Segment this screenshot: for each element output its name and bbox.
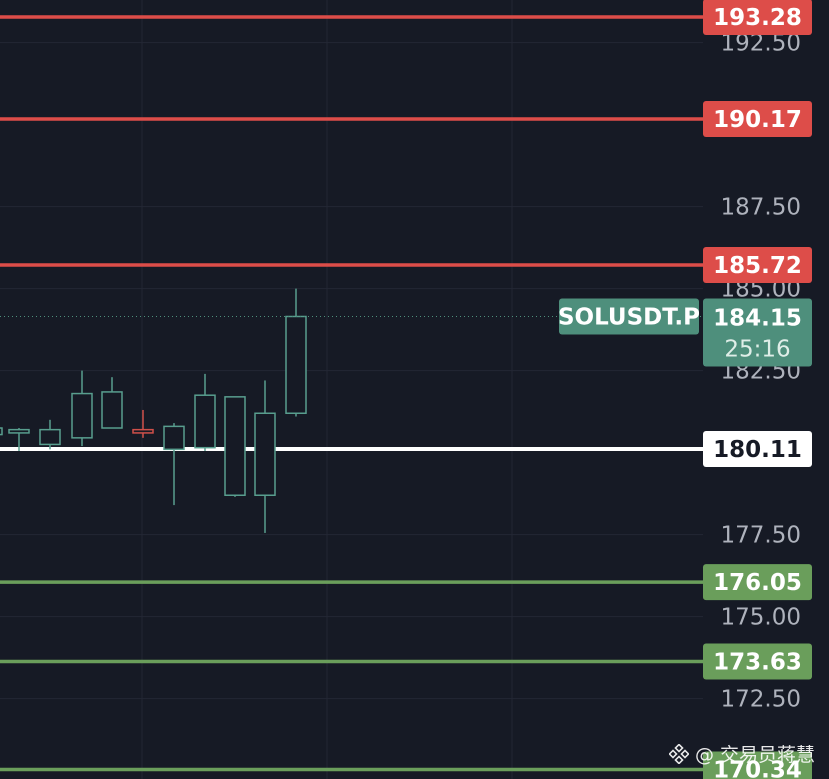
last-price-group: SOLUSDT.P 184.15 25:16 <box>0 298 812 367</box>
level-tag-support <box>703 564 812 601</box>
candle-body <box>132 428 154 434</box>
candle-body <box>254 412 276 496</box>
level-tag-resistance <box>703 246 812 283</box>
binance-logo-icon <box>668 743 689 764</box>
candle-bearish <box>132 409 154 438</box>
countdown-label: 25:16 <box>724 336 790 362</box>
candle-body <box>0 427 3 436</box>
level-tags: 193.28 190.17 185.72 180.11 176.05 173.63 170.… <box>703 0 812 779</box>
candle-bullish <box>39 419 61 450</box>
symbol-tag-label: SOLUSDT.P <box>558 304 700 330</box>
last-price-label: 184.15 <box>713 305 802 331</box>
candle-bullish <box>163 423 185 506</box>
level-tag-label: 176.05 <box>713 570 802 596</box>
level-tag-resistance <box>703 0 812 36</box>
level-tag-label: 190.17 <box>713 107 802 133</box>
level-tag-label: 173.63 <box>713 650 802 676</box>
level-tag-label: 185.72 <box>713 253 802 279</box>
candle-body <box>39 428 61 446</box>
candles <box>0 288 307 533</box>
watermark-handle: @ 交易员蒋慧 <box>694 744 815 766</box>
candle-body <box>194 394 216 449</box>
level-tag-pivot <box>703 431 812 467</box>
candle-body <box>163 425 185 451</box>
candle-bullish <box>254 380 276 533</box>
candle-bullish <box>0 427 3 436</box>
symbol-tag <box>559 298 699 335</box>
candle-body <box>224 396 246 496</box>
level-tag-support <box>703 643 812 680</box>
candle-body <box>8 428 30 434</box>
candle-body <box>71 392 93 439</box>
candle-bullish <box>8 428 30 451</box>
candle-body <box>101 391 123 429</box>
axis-tick-label: 175.00 <box>721 605 801 631</box>
candle-bullish <box>194 373 216 451</box>
level-tag-label: 180.11 <box>713 437 802 463</box>
candle-bullish <box>71 370 93 447</box>
level-tag-label: 193.28 <box>713 5 802 31</box>
level-tag-resistance <box>703 101 812 138</box>
candle-bullish <box>101 377 123 429</box>
level-tag-support <box>703 751 812 779</box>
watermark: @ 交易员蒋慧 <box>668 740 815 767</box>
grid <box>0 0 703 779</box>
candle-body <box>285 315 307 414</box>
axis-tick-label: 172.50 <box>721 687 801 713</box>
axis-tick-label: 177.50 <box>721 523 801 549</box>
axis-tick-label: 187.50 <box>721 195 801 221</box>
candle-bullish <box>285 288 307 417</box>
candle-bullish <box>224 396 246 497</box>
last-price-tag <box>703 298 812 367</box>
level-tag-label: 170.34 <box>713 757 802 779</box>
horizontal-levels <box>0 15 703 772</box>
